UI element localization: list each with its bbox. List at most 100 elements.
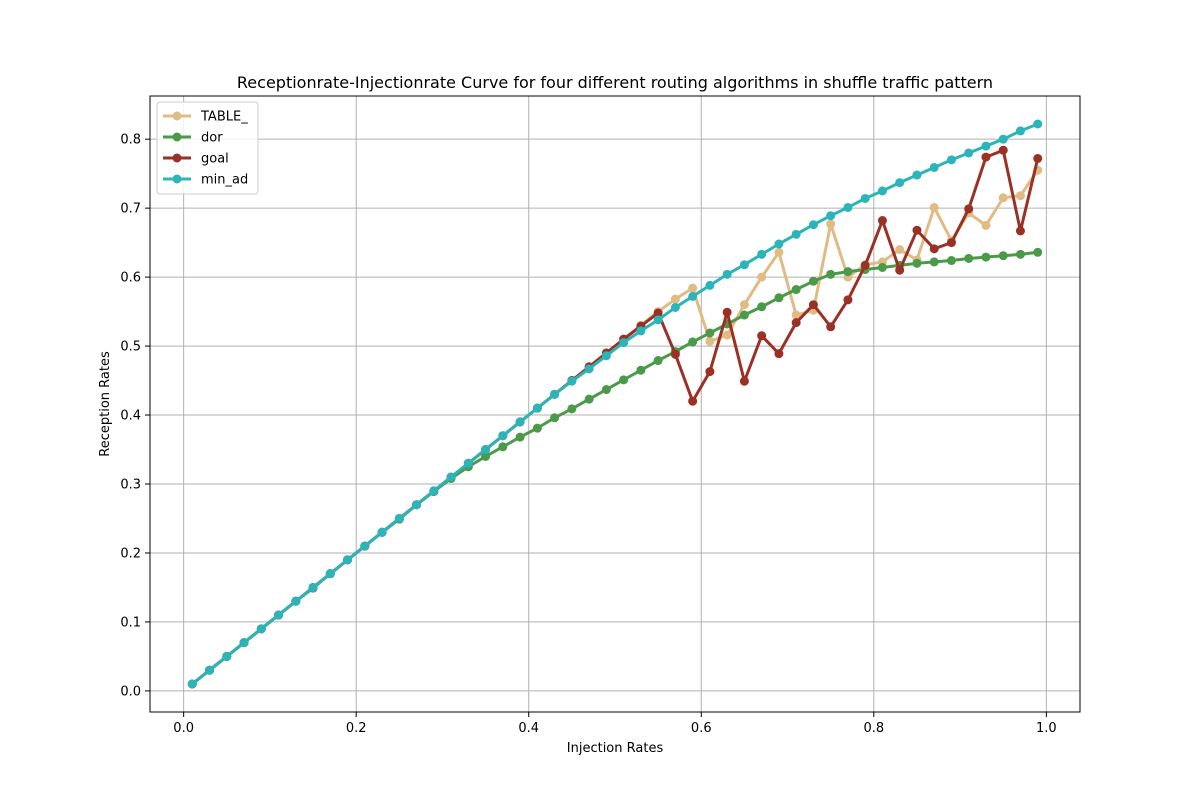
data-point-table bbox=[722, 330, 732, 340]
data-point-goal bbox=[998, 145, 1008, 155]
data-point-goal bbox=[1015, 226, 1025, 236]
data-point-table bbox=[688, 283, 698, 293]
data-point-min-ad bbox=[412, 500, 422, 510]
y-tick-label: 0.8 bbox=[120, 133, 141, 148]
data-point-min-ad bbox=[774, 239, 784, 249]
data-point-min-ad bbox=[515, 417, 525, 427]
x-tick-label: 0.6 bbox=[691, 721, 712, 736]
data-point-dor bbox=[877, 262, 887, 272]
data-point-goal bbox=[981, 152, 991, 162]
data-point-min-ad bbox=[688, 291, 698, 301]
data-point-dor bbox=[515, 432, 525, 442]
data-point-min-ad bbox=[722, 269, 732, 279]
data-point-dor bbox=[481, 451, 491, 461]
data-point-min-ad bbox=[791, 229, 801, 239]
data-point-goal bbox=[860, 260, 870, 270]
legend-swatch-marker bbox=[172, 174, 182, 184]
data-point-min-ad bbox=[1015, 126, 1025, 136]
data-point-min-ad bbox=[964, 148, 974, 158]
data-point-min-ad bbox=[187, 679, 197, 689]
data-point-min-ad bbox=[394, 513, 404, 523]
data-point-goal bbox=[653, 308, 663, 318]
data-point-min-ad bbox=[757, 249, 767, 259]
y-tick-label: 0.0 bbox=[120, 684, 141, 699]
data-point-dor bbox=[601, 385, 611, 395]
data-point-min-ad bbox=[946, 155, 956, 165]
data-point-goal bbox=[895, 265, 905, 275]
data-point-min-ad bbox=[584, 364, 594, 374]
data-point-goal bbox=[688, 396, 698, 406]
x-tick-label: 0.2 bbox=[346, 721, 367, 736]
data-point-dor bbox=[739, 310, 749, 320]
y-tick-label: 0.1 bbox=[120, 615, 141, 630]
data-point-table bbox=[705, 336, 715, 346]
data-point-table bbox=[791, 310, 801, 320]
series-lines bbox=[187, 119, 1043, 689]
data-point-dor bbox=[550, 413, 560, 423]
data-point-dor bbox=[929, 257, 939, 267]
data-point-goal bbox=[774, 349, 784, 359]
legend-label: TABLE_ bbox=[200, 110, 248, 125]
data-point-min-ad bbox=[1033, 119, 1043, 129]
data-point-min-ad bbox=[360, 541, 370, 551]
data-point-min-ad bbox=[843, 202, 853, 212]
data-point-goal bbox=[722, 307, 732, 317]
data-point-goal bbox=[739, 376, 749, 386]
data-point-dor bbox=[653, 356, 663, 366]
legend-label: min_ad bbox=[201, 173, 248, 188]
legend-box bbox=[156, 101, 259, 195]
data-point-dor bbox=[567, 404, 577, 414]
data-point-table bbox=[895, 245, 905, 255]
data-point-min-ad bbox=[860, 193, 870, 203]
data-point-goal bbox=[964, 204, 974, 214]
data-point-table bbox=[670, 294, 680, 304]
data-point-min-ad bbox=[343, 555, 353, 565]
data-point-dor bbox=[981, 252, 991, 262]
data-point-goal bbox=[826, 322, 836, 332]
x-tick-label: 0.8 bbox=[863, 721, 884, 736]
y-tick-label: 0.7 bbox=[120, 202, 141, 217]
legend-label: dor bbox=[201, 131, 223, 146]
data-point-dor bbox=[619, 375, 629, 385]
data-point-table bbox=[757, 272, 767, 282]
data-point-dor bbox=[636, 365, 646, 375]
data-point-goal bbox=[912, 225, 922, 235]
data-point-goal bbox=[757, 331, 767, 341]
data-point-min-ad bbox=[705, 280, 715, 290]
data-point-min-ad bbox=[429, 486, 439, 496]
data-point-dor bbox=[808, 276, 818, 286]
data-point-min-ad bbox=[481, 445, 491, 455]
data-point-dor bbox=[498, 442, 508, 452]
data-point-min-ad bbox=[998, 134, 1008, 144]
data-point-table bbox=[981, 220, 991, 230]
data-point-min-ad bbox=[550, 389, 560, 399]
data-point-min-ad bbox=[274, 610, 284, 620]
data-point-dor bbox=[791, 285, 801, 295]
data-point-min-ad bbox=[912, 170, 922, 180]
legend-swatch-marker bbox=[172, 111, 182, 121]
data-point-dor bbox=[532, 423, 542, 433]
data-point-min-ad bbox=[325, 569, 335, 579]
data-point-min-ad bbox=[377, 527, 387, 537]
data-point-min-ad bbox=[222, 651, 232, 661]
chart-title: Receptionrate-Injectionrate Curve for fo… bbox=[237, 73, 993, 92]
x-axis-label: Injection Rates bbox=[567, 741, 664, 756]
data-point-goal bbox=[808, 300, 818, 310]
legend-label: goal bbox=[201, 152, 229, 167]
data-point-dor bbox=[946, 256, 956, 266]
data-point-min-ad bbox=[205, 665, 215, 675]
x-tick-label: 1.0 bbox=[1036, 721, 1057, 736]
data-point-min-ad bbox=[256, 624, 266, 634]
y-tick-label: 0.5 bbox=[120, 340, 141, 355]
data-point-min-ad bbox=[653, 315, 663, 325]
data-point-min-ad bbox=[808, 220, 818, 230]
data-point-min-ad bbox=[291, 596, 301, 606]
y-tick-label: 0.3 bbox=[120, 478, 141, 493]
x-tick-label: 0.0 bbox=[173, 721, 194, 736]
plot-frame bbox=[149, 95, 1081, 713]
data-point-min-ad bbox=[739, 260, 749, 270]
y-tick-label: 0.2 bbox=[120, 546, 141, 561]
data-point-dor bbox=[584, 394, 594, 404]
data-point-dor bbox=[1015, 249, 1025, 259]
